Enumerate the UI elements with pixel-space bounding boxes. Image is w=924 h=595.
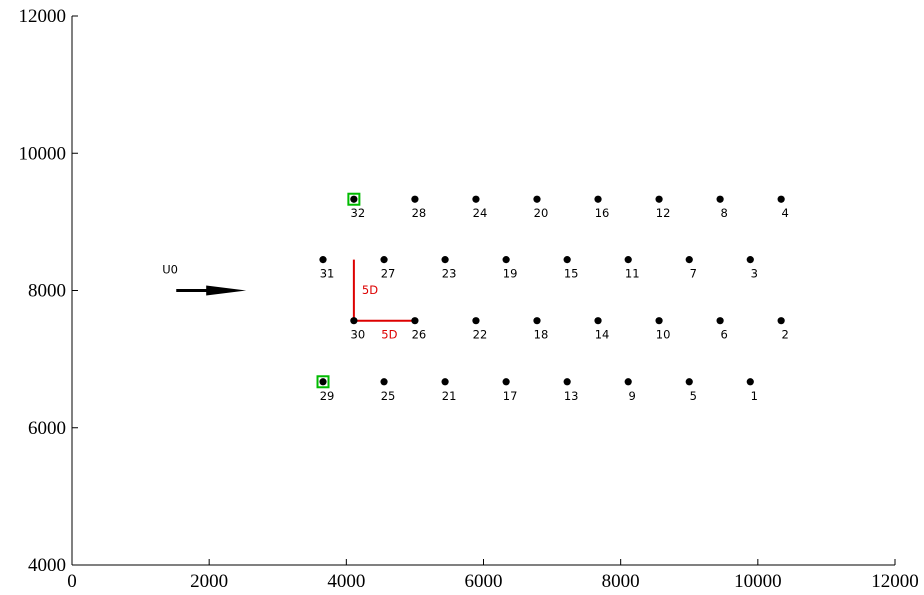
turbine-marker [594,195,602,203]
turbine-marker [624,256,632,264]
turbine-marker [563,378,571,386]
turbine-marker [350,317,358,325]
turbine-marker [594,317,602,325]
turbine-marker [411,317,419,325]
turbine-marker [685,378,693,386]
turbine-label: 9 [629,389,636,403]
annotations: U0 5D 5D [162,259,415,342]
turbine-label: 24 [473,206,488,220]
turbine-marker [624,378,632,386]
turbine-marker [746,378,754,386]
turbine-label: 31 [320,267,335,281]
turbines: 1234567891011121314151617181920212223242… [316,192,789,403]
turbine-label: 32 [351,206,366,220]
turbine-label: 18 [534,328,549,342]
turbine-label: 26 [412,328,427,342]
y-tick-label: 6000 [28,418,66,439]
y-tick-label: 12000 [19,6,67,27]
turbine-marker [685,256,693,264]
axes: 0 2000 4000 6000 8000 10000 12000 4000 6000 8000 1… [19,6,919,592]
turbine-marker [411,195,419,203]
turbine-label: 27 [381,267,396,281]
turbine-marker [716,195,724,203]
y-tick-label: 10000 [19,143,67,164]
turbine-label: 29 [320,389,335,403]
turbine-label: 8 [720,206,727,220]
x-tick-label: 4000 [327,571,365,592]
turbine-label: 19 [503,267,518,281]
turbine-label: 20 [534,206,549,220]
turbine-label: 21 [442,389,457,403]
turbine-marker [319,378,327,386]
turbine-marker [319,256,327,264]
turbine-marker [502,256,510,264]
turbine-marker [716,317,724,325]
turbine-marker [472,195,480,203]
x-tick-label: 0 [67,571,77,592]
turbine-marker [746,256,754,264]
turbine-marker [380,256,388,264]
y-tick-label: 4000 [28,555,66,576]
turbine-marker [502,378,510,386]
turbine-label: 12 [656,206,671,220]
turbine-marker [350,195,358,203]
turbine-label: 7 [690,267,697,281]
x-tick-label: 2000 [190,571,228,592]
turbine-label: 23 [442,267,457,281]
spacing-label-horizontal: 5D [381,328,397,342]
wind-arrow-head [206,285,247,296]
turbine-marker [655,317,663,325]
x-tick-label: 8000 [602,571,640,592]
turbine-label: 30 [351,328,366,342]
x-tick-label: 6000 [465,571,503,592]
turbine-label: 13 [564,389,579,403]
turbine-marker [777,317,785,325]
turbine-label: 15 [564,267,579,281]
turbine-highlight-marker [316,375,330,389]
turbine-label: 16 [595,206,610,220]
turbine-label: 11 [625,267,640,281]
turbine-marker [472,317,480,325]
turbine-marker [655,195,663,203]
turbine-marker [563,256,571,264]
turbine-label: 4 [781,206,788,220]
turbine-marker [441,378,449,386]
turbine-label: 25 [381,389,396,403]
turbine-label: 3 [751,267,758,281]
turbine-label: 17 [503,389,518,403]
turbine-label: 5 [690,389,697,403]
x-tick-label: 10000 [734,571,782,592]
turbine-label: 22 [473,328,488,342]
turbine-label: 14 [595,328,610,342]
turbine-marker [533,195,541,203]
turbine-label: 10 [656,328,671,342]
wind-label: U0 [162,263,178,277]
y-tick-label: 8000 [28,281,66,302]
turbine-label: 28 [412,206,427,220]
x-tick-label: 12000 [871,571,919,592]
turbine-label: 6 [720,328,727,342]
turbine-label: 1 [751,389,758,403]
turbine-marker [380,378,388,386]
turbine-marker [777,195,785,203]
turbine-label: 2 [781,328,788,342]
turbine-marker [533,317,541,325]
spacing-label-vertical: 5D [362,283,378,297]
turbine-highlight-marker [347,192,361,206]
turbine-marker [441,256,449,264]
